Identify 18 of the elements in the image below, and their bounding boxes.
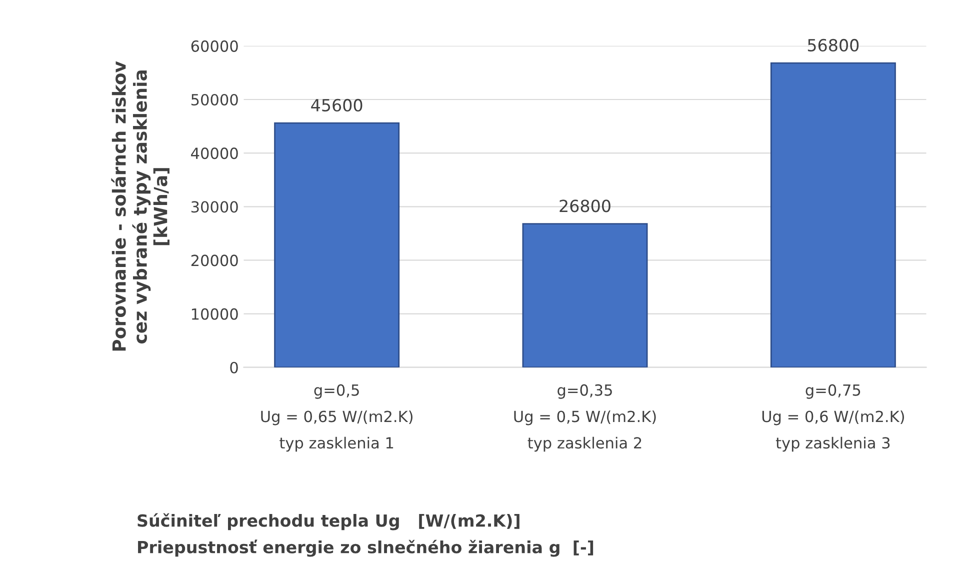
x-axis-title: Súčiniteľ prechodu tepla Ug [W/(m2.K)] Priepustnosť energie zo slnečného žiarenia g [-]	[138, 513, 594, 557]
y-tick-label: 30000	[191, 201, 238, 213]
data-label: 45600	[311, 98, 362, 112]
y-tick-label: 50000	[191, 94, 238, 106]
x-tick-label: g=0,35 Ug = 0,5 W/(m2.K) typ zasklenia 2	[514, 384, 656, 452]
data-label: 26800	[560, 200, 610, 212]
y-axis-title: Porovnanie - solárnch ziskov cez vybrané typy zasklenia [kWh/a]	[111, 61, 170, 351]
y-tick-label: 10000	[192, 308, 238, 320]
x-tick-label: g=0,5 Ug = 0,65 W/(m2.K) typ zasklenia 1	[261, 384, 412, 452]
bar	[522, 223, 648, 368]
y-tick-label: 60000	[191, 40, 238, 52]
bar	[274, 122, 400, 368]
y-tick-label: 40000	[191, 148, 238, 160]
data-label: 56800	[808, 38, 859, 52]
x-tick-label: g=0,75 Ug = 0,6 W/(m2.K) typ zasklenia 3	[762, 384, 904, 452]
bar	[770, 62, 896, 368]
y-tick-label: 20000	[191, 254, 238, 266]
y-tick-label: 0	[230, 362, 238, 374]
